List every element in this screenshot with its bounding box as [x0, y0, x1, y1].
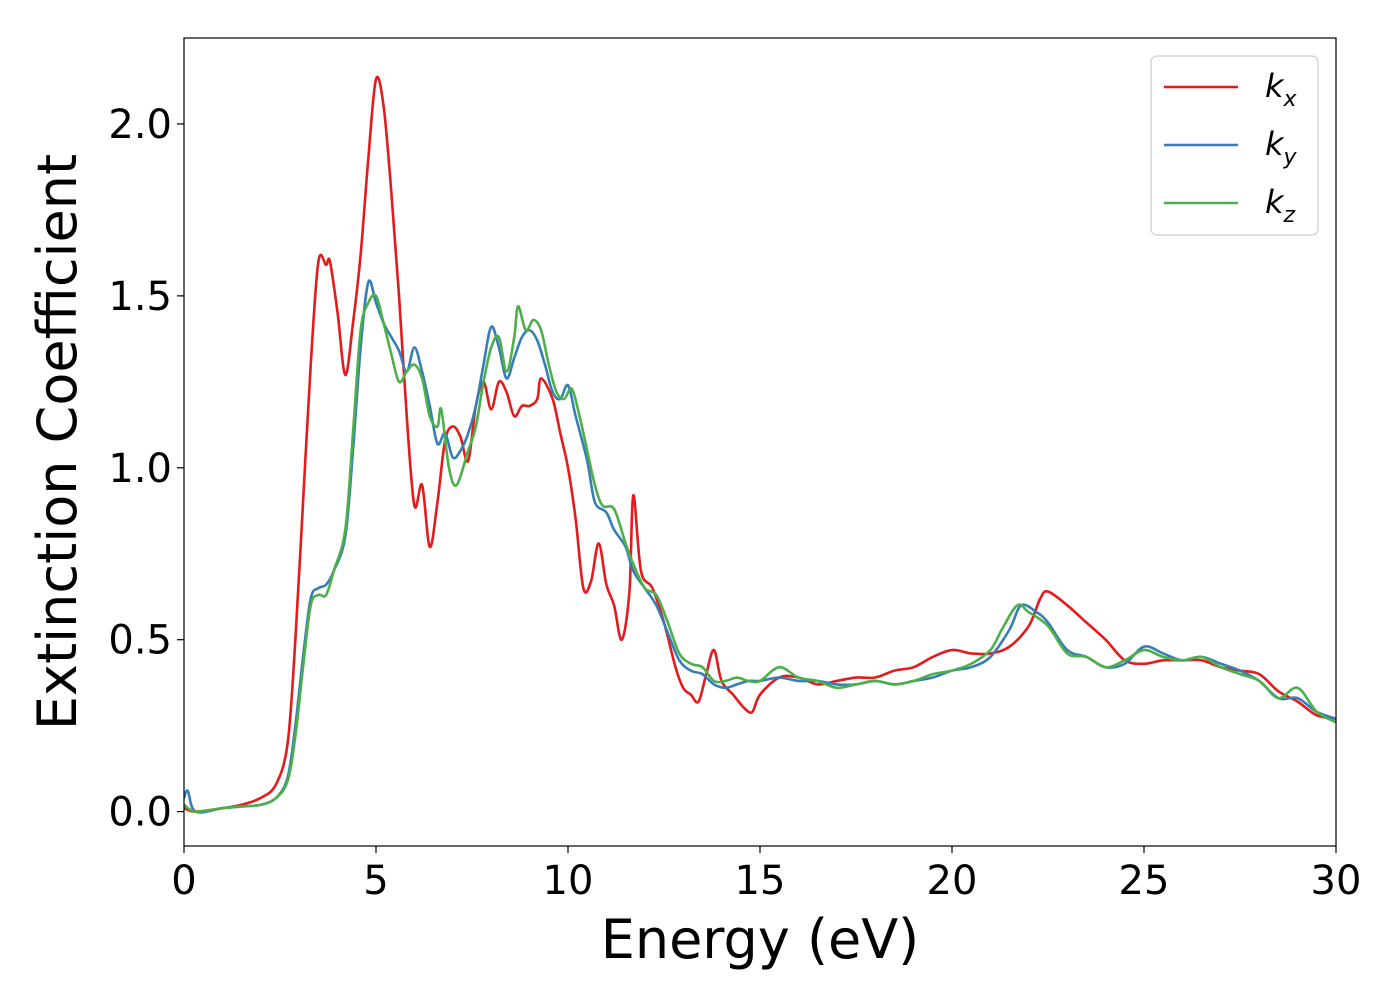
x-tick-label: 10 [543, 858, 594, 904]
x-axis: 0 5 10 15 20 25 30 [171, 846, 1361, 904]
y-tick-label: 1.0 [108, 446, 172, 492]
y-tick-label: 2.0 [108, 102, 172, 148]
x-tick-label: 25 [1119, 858, 1170, 904]
y-tick-label: 0.5 [108, 618, 172, 664]
x-tick-label: 30 [1311, 858, 1362, 904]
legend-label-k-y: ky [1265, 125, 1298, 170]
legend-label-base: k [1265, 67, 1285, 105]
y-axis: 0.0 0.5 1.0 1.5 2.0 [108, 102, 184, 836]
y-tick-label: 0.0 [108, 790, 172, 836]
y-tick-label: 1.5 [108, 274, 172, 320]
legend-label-k-x: kx [1265, 67, 1298, 112]
legend-label-subscript: z [1283, 203, 1296, 228]
x-axis-title: Energy (eV) [601, 908, 920, 971]
x-tick-label: 15 [735, 858, 786, 904]
series-layer [184, 75, 1336, 814]
legend-label-base: k [1265, 125, 1285, 163]
x-tick-label: 0 [171, 858, 196, 904]
series-line-k-x [184, 75, 1336, 813]
x-tick-label: 20 [927, 858, 978, 904]
x-tick-label: 5 [363, 858, 388, 904]
legend-label-k-z: kz [1265, 183, 1296, 228]
legend-label-base: k [1265, 183, 1285, 221]
series-line-k-z [184, 293, 1336, 813]
legend-label-subscript: x [1283, 87, 1298, 112]
legend-label-subscript: y [1283, 145, 1298, 170]
y-axis-title: Extinction Coefficient [26, 154, 89, 730]
